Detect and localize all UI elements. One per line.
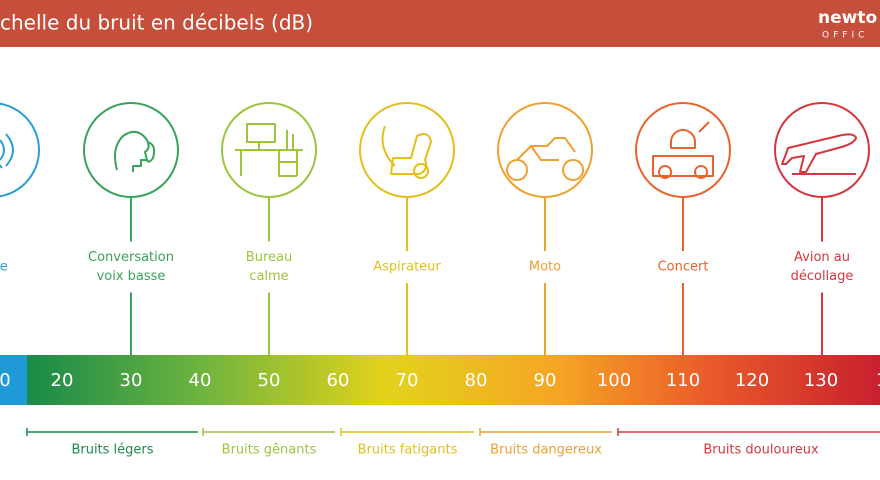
scale-label: 40 <box>189 370 212 391</box>
level-label: Moto <box>529 260 561 275</box>
level-label: ence <box>0 260 8 275</box>
icon-circle <box>497 102 593 198</box>
scale-label: 20 <box>51 370 74 391</box>
icon-circle <box>0 102 40 198</box>
icon-circle <box>359 102 455 198</box>
level-label: Conversation <box>88 250 174 265</box>
level: Bureau calme <box>221 102 317 355</box>
scale-label: 100 <box>597 370 631 391</box>
scale-label: 70 <box>396 370 419 391</box>
range-label: Bruits fatigants <box>358 443 458 458</box>
scale-start <box>0 355 27 405</box>
icon <box>652 121 714 179</box>
level-label: Concert <box>658 260 709 275</box>
icon <box>0 133 14 169</box>
level: Concert <box>635 102 731 355</box>
range-label: Bruits dangereux <box>490 443 602 458</box>
level-label: Bureau <box>246 250 292 265</box>
range-label: Bruits légers <box>71 443 153 458</box>
scale-label: 90 <box>534 370 557 391</box>
level: ence <box>0 102 40 275</box>
scale-label: 80 <box>465 370 488 391</box>
scale-label: 14 <box>876 370 880 391</box>
icon <box>235 123 303 177</box>
level: Aspirateur <box>359 102 455 355</box>
level: Conversation voix basse <box>83 102 179 355</box>
scale-label: 110 <box>666 370 700 391</box>
title-bar <box>0 0 880 47</box>
title: chelle du bruit en décibels (dB) <box>0 11 313 35</box>
scale-bar <box>27 355 880 405</box>
icon-circle <box>774 102 870 198</box>
level-label: Aspirateur <box>373 260 441 275</box>
scale-label: 0 <box>0 370 11 391</box>
scale-label: 30 <box>120 370 143 391</box>
scale-label: 50 <box>258 370 281 391</box>
scale-label: 130 <box>804 370 838 391</box>
icon-circle <box>635 102 731 198</box>
range-label: Bruits gênants <box>222 443 317 458</box>
level-label: calme <box>249 269 288 284</box>
logo: newto <box>818 8 877 28</box>
level-label: voix basse <box>97 269 166 284</box>
icon-circle <box>83 102 179 198</box>
icon <box>114 130 156 172</box>
logo-sub: OFFIC <box>822 31 868 41</box>
level-label: Avion au <box>794 250 850 265</box>
level-label: décollage <box>791 269 854 284</box>
icon <box>506 137 585 181</box>
level: Avion au décollage <box>774 102 870 355</box>
icon <box>381 125 432 179</box>
range-label: Bruits douloureux <box>703 443 819 458</box>
icon <box>781 133 857 175</box>
scale-label: 60 <box>327 370 350 391</box>
scale-label: 120 <box>735 370 769 391</box>
level: Moto <box>497 102 593 355</box>
